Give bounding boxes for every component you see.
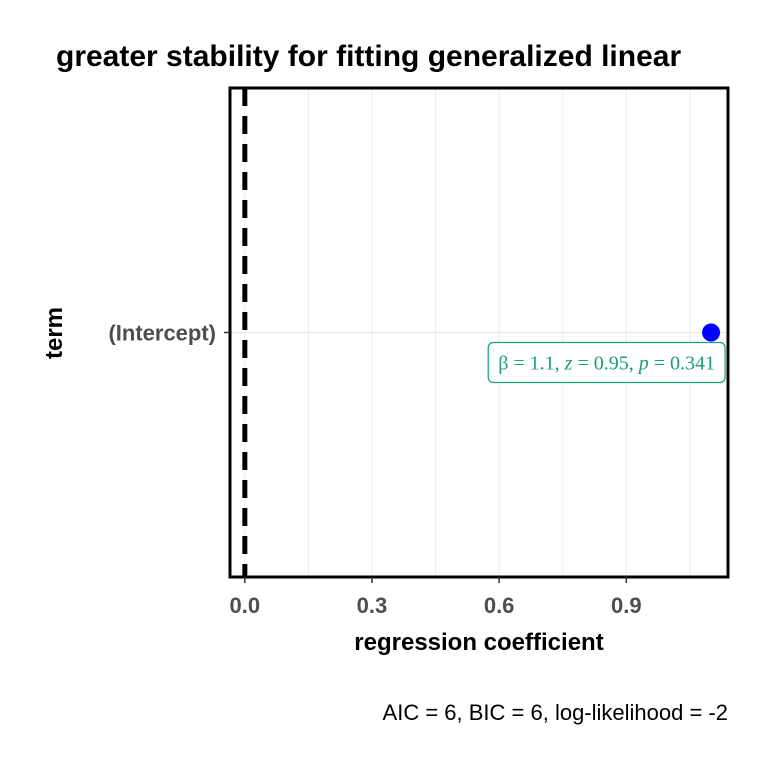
y-axis-ticks: (Intercept) (108, 321, 230, 346)
data-points (702, 323, 721, 342)
model-fit-caption: AIC = 6, BIC = 6, log-likelihood = -2 (383, 700, 728, 725)
x-tick-label: 0.0 (230, 593, 261, 618)
coefficient-point (702, 323, 721, 342)
x-axis-title: regression coefficient (354, 629, 603, 656)
label-text: β = 1.1, z = 0.95, p = 0.341 (498, 353, 715, 375)
x-tick-label: 0.9 (611, 593, 642, 618)
coefficient-label: β = 1.1, z = 0.95, p = 0.341 (487, 341, 726, 384)
grid-lines (230, 88, 728, 577)
x-tick-label: 0.3 (357, 593, 388, 618)
chart-title: greater stability for fitting generalize… (56, 40, 681, 73)
y-tick-label: (Intercept) (108, 321, 216, 346)
point-labels: β = 1.1, z = 0.95, p = 0.341 (487, 341, 726, 384)
x-axis-ticks: 0.0 0.3 0.6 0.9 (230, 577, 642, 618)
label-box (487, 341, 726, 384)
x-tick-label: 0.6 (484, 593, 515, 618)
y-axis-title: term (41, 307, 68, 359)
